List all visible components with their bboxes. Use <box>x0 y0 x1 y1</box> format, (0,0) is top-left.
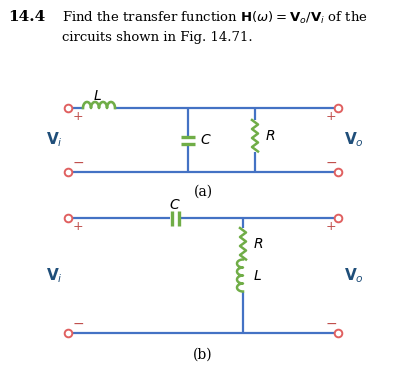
Text: Find the transfer function $\mathbf{H}(\omega) = \mathbf{V}_o/\mathbf{V}_i$ of t: Find the transfer function $\mathbf{H}(\… <box>62 10 368 44</box>
Text: +: + <box>326 111 337 123</box>
Text: $R$: $R$ <box>265 129 275 143</box>
Text: $\mathbf{V}_o$: $\mathbf{V}_o$ <box>344 266 364 285</box>
Text: −: − <box>73 317 85 331</box>
Text: $L$: $L$ <box>253 268 262 282</box>
Text: (a): (a) <box>193 185 213 199</box>
Text: $\mathbf{V}_o$: $\mathbf{V}_o$ <box>344 130 364 149</box>
Text: (b): (b) <box>193 348 213 362</box>
Text: −: − <box>73 156 85 170</box>
Text: $C$: $C$ <box>169 198 181 212</box>
Text: +: + <box>73 111 83 123</box>
Text: $C$: $C$ <box>200 133 211 147</box>
Text: $\mathbf{V}_i$: $\mathbf{V}_i$ <box>46 266 63 285</box>
Text: $\mathbf{V}_i$: $\mathbf{V}_i$ <box>46 130 63 149</box>
Text: $L$: $L$ <box>93 89 102 103</box>
Text: 14.4: 14.4 <box>8 10 45 24</box>
Text: +: + <box>73 220 83 233</box>
Text: $R$: $R$ <box>253 237 263 251</box>
Text: −: − <box>326 317 337 331</box>
Text: −: − <box>326 156 337 170</box>
Text: +: + <box>326 220 337 233</box>
